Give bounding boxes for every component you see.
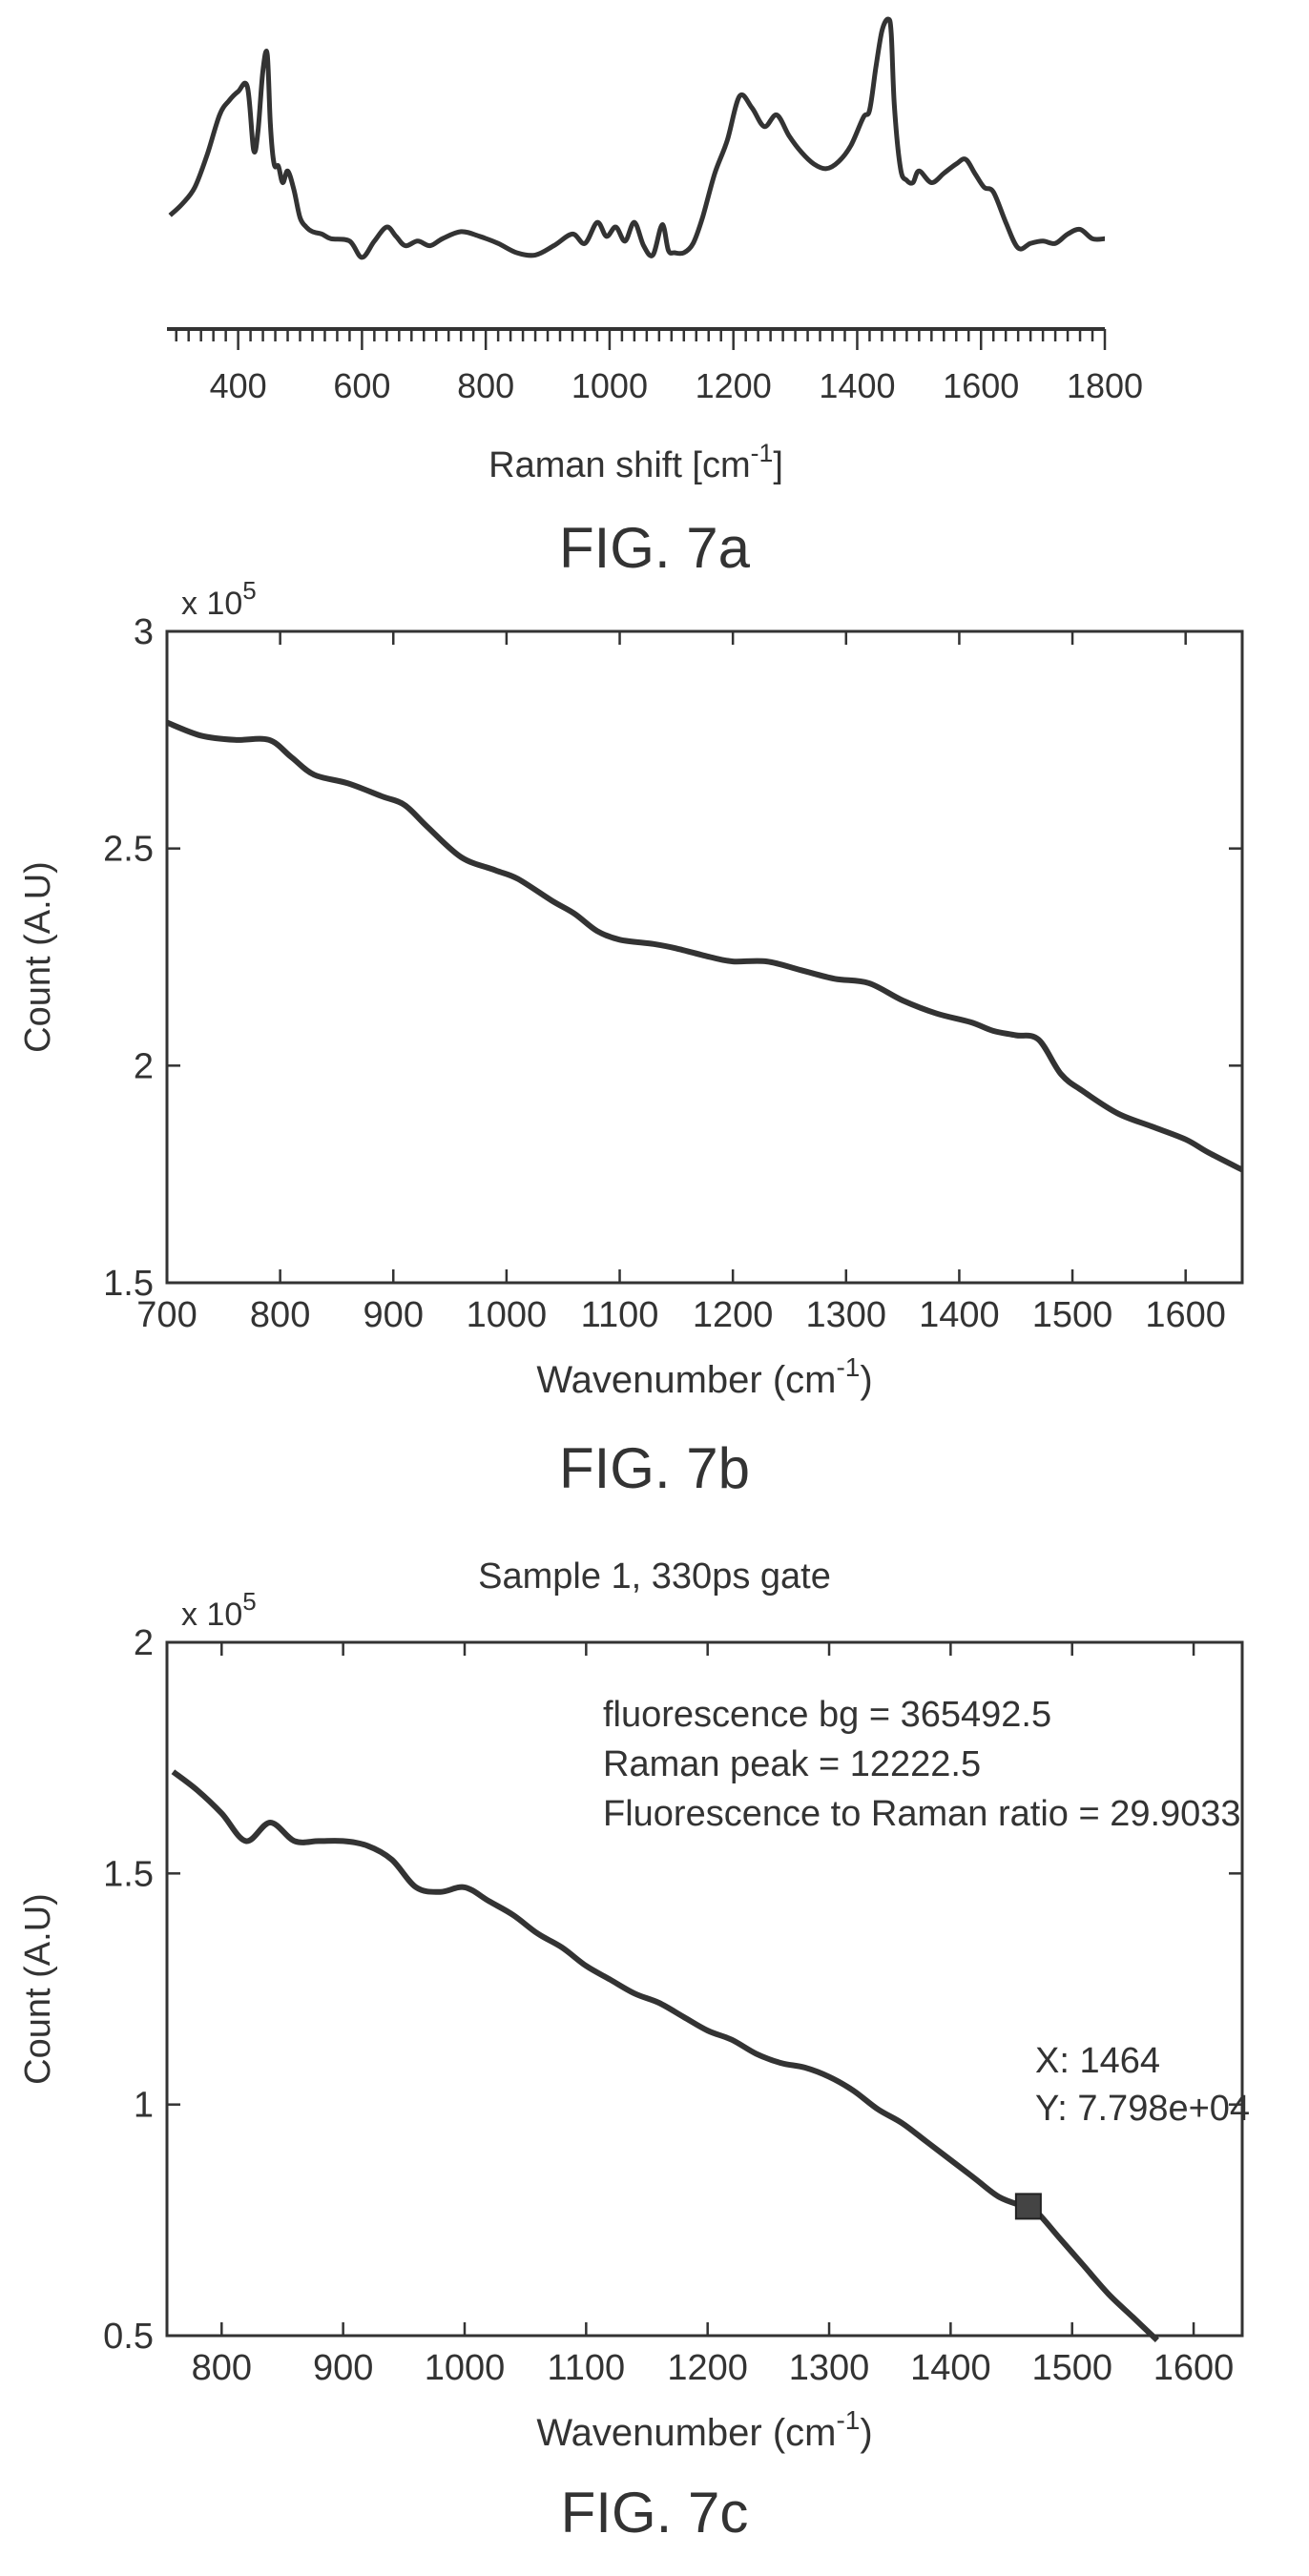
x-axis-label-7a: Raman shift [cm-1] — [488, 439, 783, 485]
figure-caption-7c: FIG. 7c — [561, 2481, 749, 2545]
x-tick-label-7b: 1600 — [1145, 1295, 1226, 1335]
x-tick-label-7a: 1800 — [1067, 366, 1143, 405]
x-tick-label-7a: 400 — [210, 366, 267, 405]
x-tick-label-7c: 1100 — [547, 2348, 625, 2388]
y-tick-label-7b: 2.5 — [103, 830, 154, 870]
x-tick-label-7b: 1100 — [581, 1295, 659, 1335]
x-tick-label-7c: 900 — [313, 2348, 373, 2388]
x-axis-label-7c: Wavenumber (cm-1) — [536, 2405, 872, 2454]
figure-caption-7b: FIG. 7b — [559, 1436, 750, 1500]
figure-caption-7a: FIG. 7a — [559, 516, 751, 580]
x-tick-label-7b: 1200 — [693, 1295, 774, 1335]
y-tick-label-7b: 3 — [134, 612, 154, 652]
x-tick-label-7a: 1000 — [571, 366, 648, 405]
annotation-line-7c: fluorescence bg = 365492.5 — [603, 1695, 1051, 1735]
x-tick-label-7b: 700 — [136, 1295, 197, 1335]
x-tick-label-7b: 900 — [364, 1295, 424, 1335]
y-tick-label-7c: 2 — [134, 1623, 154, 1663]
y-tick-label-7b: 1.5 — [103, 1264, 154, 1304]
x-tick-label-7c: 1300 — [789, 2348, 870, 2388]
y-multiplier-7c: x 105 — [181, 1587, 257, 1633]
x-tick-label-7a: 1200 — [696, 366, 772, 405]
chart-title-7c: Sample 1, 330ps gate — [478, 1556, 831, 1597]
x-tick-label-7b: 1500 — [1032, 1295, 1113, 1335]
y-tick-label-7b: 2 — [134, 1046, 154, 1086]
annotation-line-7c: Fluorescence to Raman ratio = 29.9033 — [603, 1794, 1241, 1834]
datatip-line-7c: Y: 7.798e+04 — [1035, 2089, 1250, 2129]
x-tick-label-7c: 1600 — [1153, 2348, 1235, 2388]
x-tick-label-7c: 1000 — [425, 2348, 506, 2388]
y-multiplier-7b: x 105 — [181, 576, 257, 622]
x-tick-label-7a: 1400 — [819, 366, 895, 405]
plot-frame-7b — [165, 629, 1244, 1285]
x-tick-label-7a: 600 — [333, 366, 390, 405]
x-tick-label-7c: 1500 — [1031, 2348, 1112, 2388]
y-tick-label-7c: 1.5 — [103, 1854, 154, 1894]
plot-frame-7c — [165, 1640, 1244, 2338]
spectrum-line-7b — [165, 719, 1244, 1173]
x-tick-label-7c: 1200 — [667, 2348, 748, 2388]
x-tick-label-7a: 1600 — [943, 366, 1019, 405]
annotation-line-7c: Raman peak = 12222.5 — [603, 1744, 981, 1784]
y-axis-label-7b: Count (A.U) — [18, 861, 58, 1053]
datatip-line-7c: X: 1464 — [1035, 2041, 1160, 2081]
spectrum-line-7c — [171, 1769, 1159, 2342]
x-tick-label-7c: 1400 — [910, 2348, 991, 2388]
y-axis-label-7c: Count (A.U) — [18, 1893, 58, 2085]
datatip-marker-7c[interactable] — [1014, 2193, 1042, 2220]
y-tick-label-7c: 1 — [134, 2086, 154, 2126]
x-tick-label-7c: 800 — [192, 2348, 252, 2388]
x-tick-label-7b: 800 — [250, 1295, 310, 1335]
spectrum-line-7a — [168, 16, 1106, 260]
x-tick-label-7b: 1400 — [919, 1295, 1000, 1335]
x-tick-label-7a: 800 — [457, 366, 514, 405]
x-tick-label-7b: 1300 — [806, 1295, 887, 1335]
y-tick-label-7c: 0.5 — [103, 2317, 154, 2357]
x-axis-label-7b: Wavenumber (cm-1) — [536, 1352, 872, 1401]
x-tick-label-7b: 1000 — [467, 1295, 548, 1335]
